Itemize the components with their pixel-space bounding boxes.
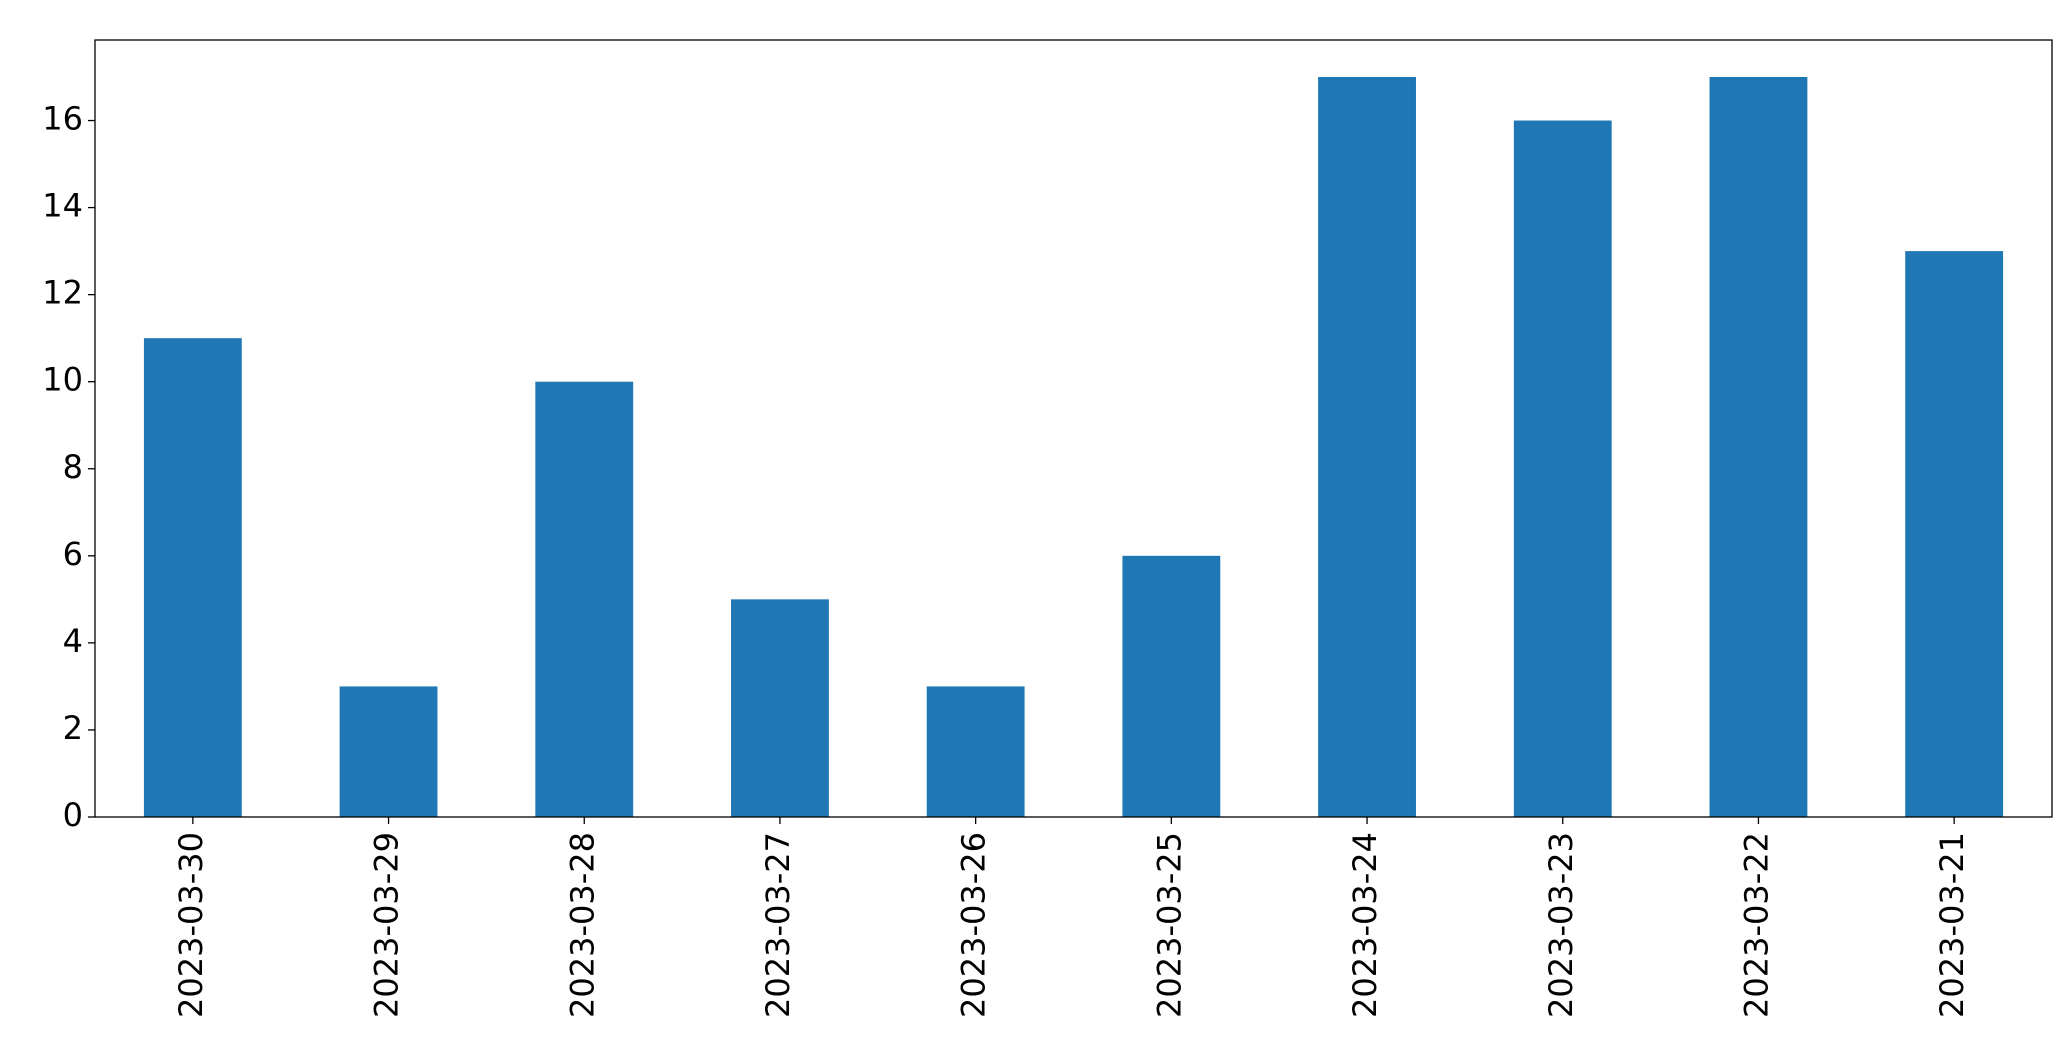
y-tick-label: 8 — [63, 448, 83, 486]
bar — [339, 686, 438, 817]
bar — [535, 381, 634, 817]
plot-frame — [94, 39, 2053, 818]
x-tick-label: 2023-03-29 — [368, 832, 406, 1018]
y-tick-label: 14 — [42, 187, 83, 225]
bar — [731, 599, 829, 817]
x-tick-label: 2023-03-21 — [1933, 832, 1971, 1018]
x-tick-label: 2023-03-25 — [1150, 832, 1188, 1018]
x-tick-label: 2023-03-30 — [172, 832, 210, 1018]
bar — [1513, 120, 1612, 817]
bar — [1318, 77, 1416, 817]
x-tick-label: 2023-03-24 — [1346, 832, 1384, 1018]
x-tick-label: 2023-03-27 — [759, 832, 797, 1018]
x-tick-label: 2023-03-22 — [1737, 832, 1775, 1018]
y-tick-label: 0 — [63, 796, 83, 834]
y-tick-label: 16 — [42, 100, 83, 138]
bar — [926, 686, 1025, 817]
bar — [143, 338, 242, 817]
x-tick-label: 2023-03-28 — [563, 832, 601, 1018]
y-tick-label: 4 — [63, 622, 83, 660]
bar — [1905, 251, 2004, 817]
x-tick-label: 2023-03-23 — [1542, 832, 1580, 1018]
y-tick-label: 10 — [42, 361, 83, 399]
y-tick-label: 12 — [42, 274, 83, 312]
bar — [1122, 555, 1221, 817]
y-tick-label: 2 — [63, 709, 83, 747]
x-tick-label: 2023-03-26 — [955, 832, 993, 1018]
bar — [1709, 77, 1808, 817]
y-tick-label: 6 — [63, 535, 83, 573]
